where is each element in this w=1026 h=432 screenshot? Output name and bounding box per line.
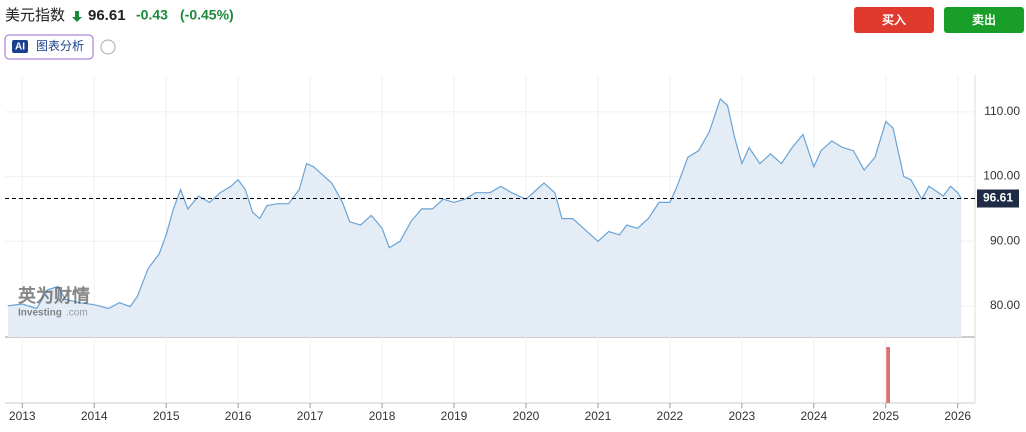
change-pct: (-0.45%) [180,7,234,23]
x-tick-label: 2014 [81,409,108,423]
x-tick-label: 2018 [369,409,396,423]
area-fill [7,98,962,338]
change: -0.43 [136,7,168,23]
x-tick-label: 2022 [657,409,684,423]
x-tick-label: 2020 [513,409,540,423]
title: 美元指数 [5,7,65,24]
x-tick-label: 2023 [729,409,756,423]
x-tick-label: 2016 [225,409,252,423]
x-tick-label: 2013 [9,409,36,423]
watermark-domain: .com [66,308,88,319]
price-line [7,97,962,310]
x-tick-label: 2026 [944,409,971,423]
last-value-box [977,189,1019,208]
x-tick-label: 2021 [585,409,612,423]
price: 96.61 [88,7,126,24]
x-tick-label: 2019 [441,409,468,423]
watermark: 英为财情 Investing .com [17,285,90,319]
watermark-brand: 英为财情 [17,285,90,306]
x-tick-label: 2017 [297,409,324,423]
down-arrow [72,11,82,22]
y-tick-label: 80.00 [990,298,1020,312]
watermark-site: Investing [18,308,62,319]
sell-button[interactable] [944,7,1024,33]
event-bar [886,347,890,403]
info-icon[interactable] [100,39,116,55]
last-value-label: 96.61 [983,191,1013,205]
x-tick-label: 2015 [153,409,180,423]
x-tick-label: 2025 [872,409,899,423]
x-tick-label: 2024 [800,409,827,423]
sell-label: 卖出 [972,12,996,27]
ai-icon [12,40,28,53]
y-tick-label: 90.00 [990,233,1020,247]
buy-label: 买入 [882,13,906,27]
buy-button[interactable] [854,7,934,33]
y-tick-label: 100.00 [983,169,1020,183]
ai-badge: AI [15,42,25,53]
ai-label: 图表分析 [36,39,84,53]
y-tick-label: 110.00 [984,104,1020,118]
